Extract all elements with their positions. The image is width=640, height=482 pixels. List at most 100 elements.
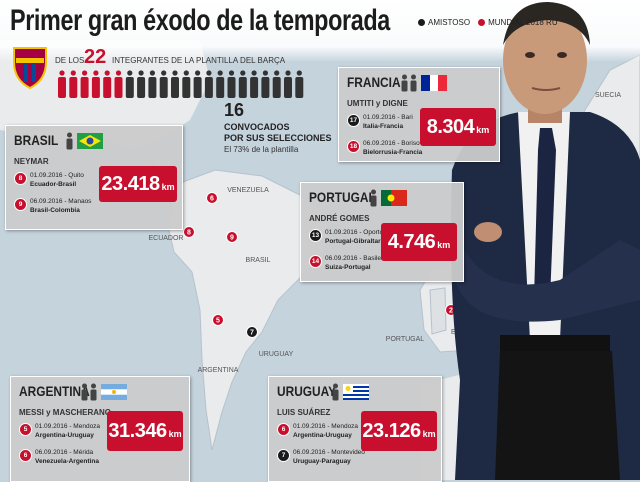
player-icon-head: [82, 70, 88, 76]
player-icon-body: [58, 77, 66, 98]
player-icon-head: [115, 70, 122, 76]
called-count: 16: [224, 100, 245, 120]
player-icon-head: [195, 70, 201, 76]
squad-prefix: DE LOS: [55, 56, 85, 65]
flag: [101, 384, 127, 400]
match-date: 06.09.2016 - Montevideo: [293, 449, 365, 456]
player-icon-head: [172, 70, 178, 76]
card-icons: [332, 383, 369, 401]
title: Primer gran éxodo de la temporada: [10, 4, 390, 37]
match-teams: Argentina-Uruguay: [35, 432, 94, 439]
player-icon-head: [206, 70, 212, 76]
map-marker-number: 6: [210, 196, 214, 203]
player-icon-head: [296, 70, 302, 76]
hair: [503, 2, 590, 45]
match-date: 01.09.2016 - Oporto: [325, 229, 384, 236]
called-label: POR SUS SELECCIONES: [224, 133, 332, 143]
match-teams: Venezuela-Argentina: [35, 458, 99, 465]
card-icons: [370, 189, 407, 207]
map-marker-number: 8: [187, 230, 191, 237]
match-number: 6: [277, 423, 290, 436]
match-number: 17: [347, 114, 360, 127]
player-icon-body: [148, 77, 157, 98]
match-number: 8: [14, 172, 27, 185]
barca-crest: [13, 47, 47, 90]
legend-label: AMISTOSO: [428, 18, 471, 27]
player-icon-body: [125, 77, 134, 98]
legend-item: MUNDIAL 2018 RU: [478, 18, 558, 27]
player-icon-head: [149, 70, 155, 76]
player-icon-head: [251, 70, 257, 76]
country-card: ARGENTINA MESSI y MASCHERANO 5 01.09.2016 -…: [10, 376, 190, 482]
player-icon-head: [67, 132, 72, 138]
player-icon-body: [401, 80, 408, 92]
player-icon-head: [183, 70, 189, 76]
match-number: 6: [19, 449, 32, 462]
map-label: SUECIA: [595, 92, 621, 99]
trousers: [495, 351, 620, 480]
legend-label: MUNDIAL 2018 RU: [488, 18, 558, 27]
player-icon-head: [402, 74, 407, 80]
hand: [474, 222, 502, 242]
player-names: MESSI y MASCHERANO: [19, 408, 112, 417]
flag: [343, 384, 369, 400]
distance-value: 23.126: [362, 420, 421, 442]
map-label: URUGUAY: [259, 351, 294, 358]
crest-stripe: [32, 64, 36, 82]
map-marker: [246, 326, 258, 338]
match-teams: Bielorrusia-Francia: [363, 149, 423, 156]
eye: [525, 52, 535, 58]
distance-value: 8.304: [426, 116, 475, 138]
country-card: PORTUGAL ANDRÉ GOMES 13 01.09.2016 - Oporto…: [300, 182, 464, 282]
match: 13 01.09.2016 - Oporto Portugal-Gibraltar: [309, 229, 399, 249]
match-teams: Portugal-Gibraltar: [325, 238, 381, 245]
match-date: 06.09.2016 - Basilea: [325, 255, 385, 262]
player-names: NEYMAR: [14, 157, 49, 166]
map-label: PORTUGAL: [386, 336, 424, 343]
player-icon-body: [284, 77, 292, 98]
distance-box: 31.346 km: [107, 411, 183, 451]
match: 5 01.09.2016 - Mendoza Argentina-Uruguay: [19, 423, 109, 443]
map-marker-number: 7: [250, 330, 254, 337]
country-card: URUGUAY LUIS SUÁREZ 6 01.09.2016 - Mendoza A…: [268, 376, 442, 482]
player-icon-body: [66, 138, 73, 150]
player-icon-head: [161, 70, 167, 76]
tie: [534, 128, 556, 320]
card-icons: [401, 74, 447, 92]
distance-box: 23.418 km: [99, 166, 177, 202]
player-icon-head: [217, 70, 223, 76]
player-icon-head: [274, 70, 280, 76]
card-icons: [66, 132, 103, 150]
flag: [77, 133, 103, 149]
player-icon-body: [90, 389, 97, 401]
distance-value: 23.418: [101, 173, 160, 195]
distance-box: 23.126 km: [361, 411, 437, 451]
match-number: 7: [277, 449, 290, 462]
player-icon-head: [59, 70, 65, 76]
player-names: UMTITI y DIGNE: [347, 99, 408, 108]
country-card: BRASIL NEYMAR 8 01.09.2016 - Quito Ecuador-B…: [5, 125, 183, 230]
called-share: El 73% de la plantilla: [224, 145, 299, 154]
match: 6 06.09.2016 - Mérida Venezuela-Argentina: [19, 449, 109, 469]
match-number: 18: [347, 140, 360, 153]
map-label: VENEZUELA: [227, 187, 269, 194]
distance-value: 4.746: [387, 231, 436, 253]
flag: [381, 190, 407, 206]
crest-band: [16, 58, 44, 63]
player-icon-head: [93, 70, 99, 76]
match: 18 06.09.2016 - Borisov Bielorrusia-Franci…: [347, 140, 437, 160]
match: 17 01.09.2016 - Bari Italia-Francia: [347, 114, 437, 134]
match-date: 06.09.2016 - Mérida: [35, 449, 94, 456]
match: 8 01.09.2016 - Quito Ecuador-Brasil: [14, 172, 104, 192]
squad-total: 22: [84, 46, 107, 68]
distance-box: 4.746 km: [381, 223, 457, 261]
arms: [455, 230, 640, 322]
player-icon-body: [370, 195, 377, 207]
player-icon-body: [261, 77, 270, 98]
distance-unit: km: [161, 182, 175, 192]
player-icon-body: [171, 77, 179, 98]
player-icon-body: [250, 77, 259, 98]
player-icon-body: [410, 80, 417, 92]
country-name: URUGUAY: [277, 383, 337, 399]
